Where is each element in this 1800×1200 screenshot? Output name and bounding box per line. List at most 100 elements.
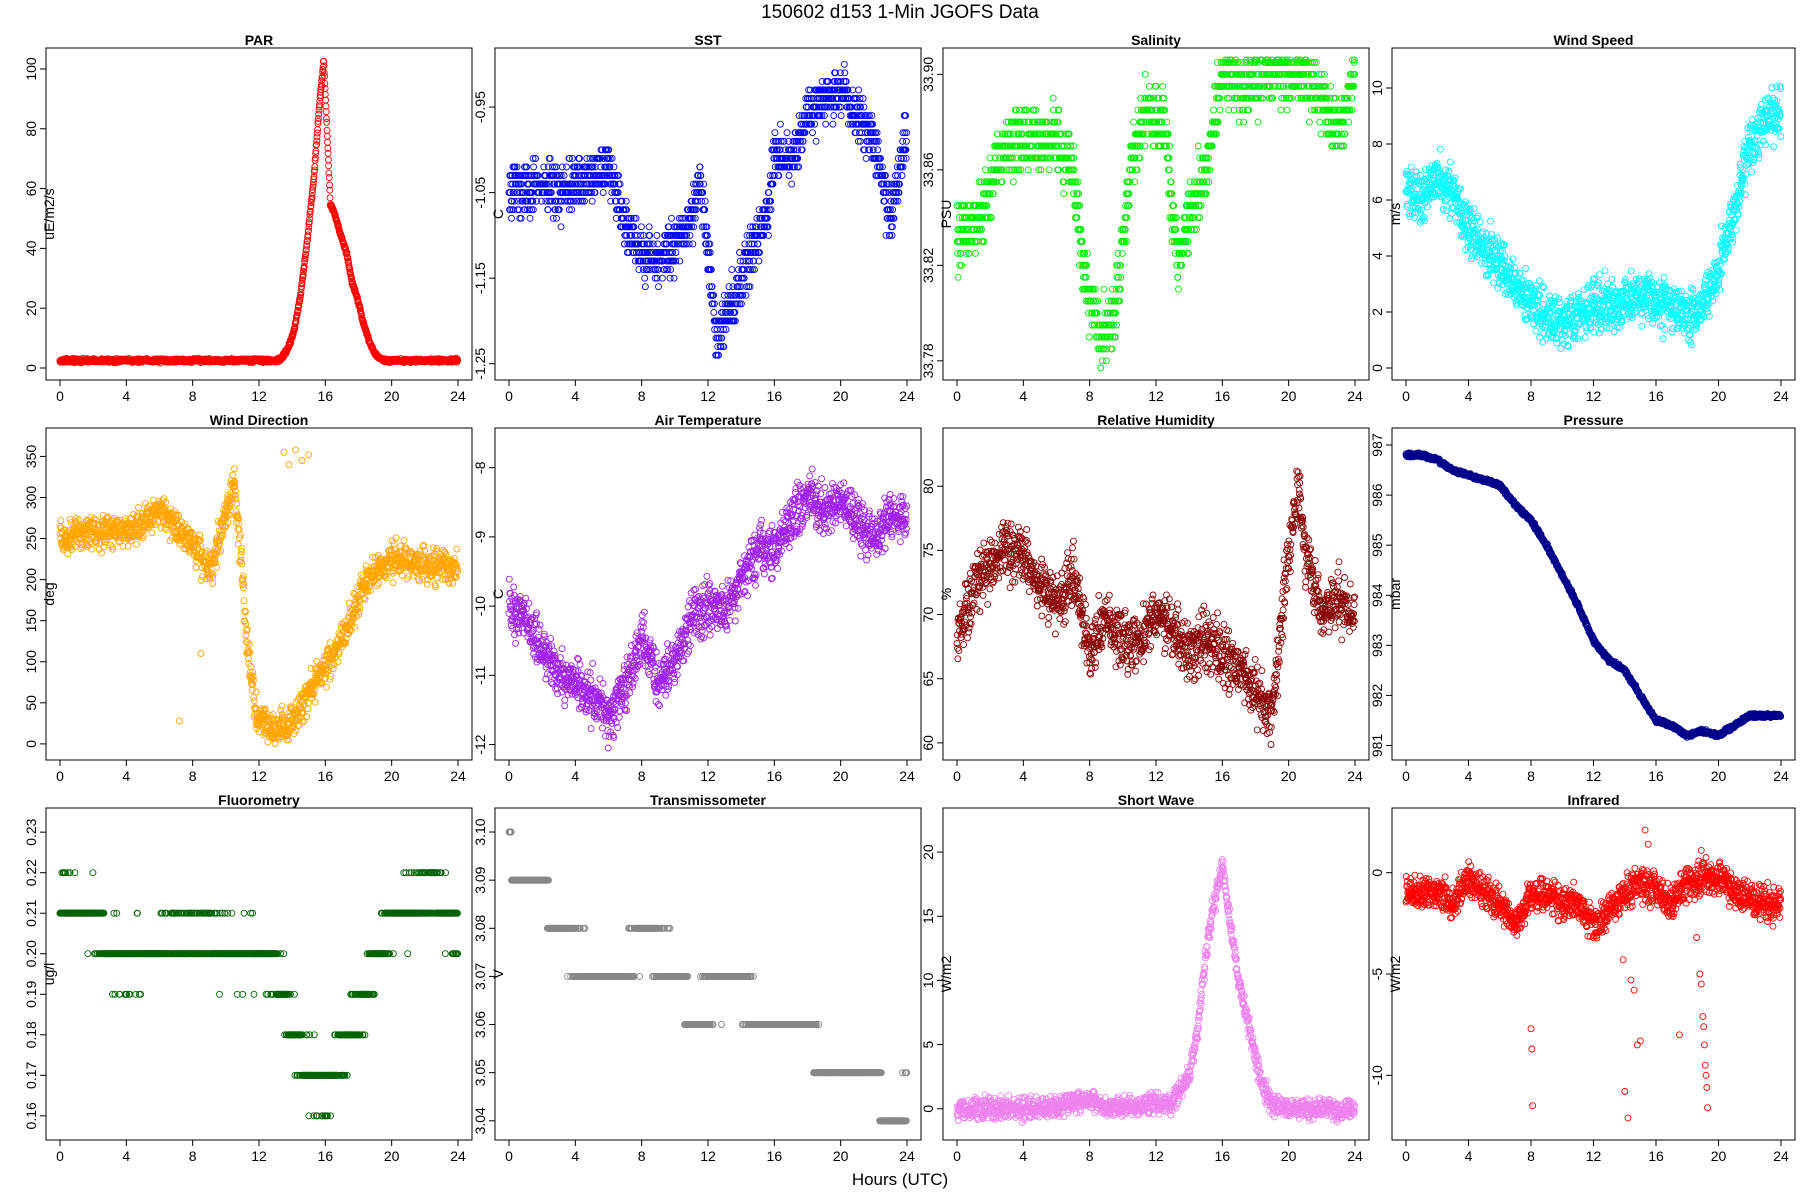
data-point	[785, 172, 793, 179]
y-tick-label: 100	[23, 57, 39, 81]
series-points	[1402, 82, 1785, 353]
x-tick-label: 4	[122, 388, 130, 404]
y-axis-label: C	[490, 209, 506, 219]
y-tick-label: 6	[1369, 196, 1385, 204]
x-tick-label: 0	[505, 388, 513, 404]
panel-title: PAR	[245, 32, 274, 48]
data-point	[783, 129, 791, 137]
data-point	[1522, 265, 1530, 272]
data-point	[1283, 106, 1291, 114]
data-point	[696, 163, 704, 171]
y-tick-label: 4	[1369, 252, 1385, 260]
y-tick-label: -1.25	[472, 348, 488, 380]
x-tick-label: 24	[450, 388, 466, 404]
x-tick-label: 16	[1648, 388, 1664, 404]
data-point	[323, 132, 331, 140]
data-point	[1216, 106, 1224, 114]
data-point	[1145, 82, 1153, 90]
data-point	[654, 240, 662, 248]
data-point	[829, 120, 837, 128]
y-axis-label: uE/m2/s	[41, 188, 57, 239]
x-tick-label: 24	[1773, 388, 1789, 404]
data-point	[1159, 82, 1167, 90]
x-tick-label: 16	[318, 388, 334, 404]
data-point	[809, 129, 816, 137]
y-tick-label: 33.78	[920, 343, 936, 378]
data-point	[1102, 357, 1110, 365]
y-tick-label: 80	[23, 121, 39, 137]
data-point	[1446, 158, 1454, 166]
y-tick-label: 33.90	[920, 57, 936, 92]
data-point	[822, 120, 830, 128]
x-tick-label: 12	[251, 388, 267, 404]
data-point	[689, 240, 697, 248]
x-tick-label: 8	[189, 388, 197, 404]
data-point	[637, 223, 645, 231]
panel-title: Salinity	[1131, 32, 1181, 48]
data-point	[840, 60, 848, 68]
x-tick-label: 8	[1086, 388, 1094, 404]
data-point	[641, 283, 649, 291]
data-point	[1486, 217, 1494, 225]
data-point	[1141, 70, 1149, 78]
y-tick-label: 60	[23, 181, 39, 197]
data-point	[1535, 277, 1543, 285]
y-tick-label: 20	[23, 300, 39, 316]
data-point	[954, 273, 962, 281]
data-point	[1174, 285, 1182, 293]
data-point	[710, 308, 718, 316]
panel-title: Wind Speed	[1554, 32, 1634, 48]
data-point	[516, 214, 524, 222]
x-tick-label: 20	[1711, 388, 1727, 404]
y-tick-label: 0	[23, 364, 39, 372]
x-tick-label: 20	[384, 388, 400, 404]
data-point	[776, 120, 784, 128]
data-point	[1407, 163, 1415, 171]
x-tick-label: 4	[1465, 388, 1473, 404]
x-tick-label: 8	[638, 388, 646, 404]
y-tick-label: 10	[1369, 80, 1385, 96]
y-tick-label: -0.95	[472, 91, 488, 123]
x-axis-label: Hours (UTC)	[852, 1170, 948, 1189]
data-point	[1118, 249, 1126, 257]
data-point	[855, 86, 863, 94]
data-point	[526, 214, 534, 222]
data-point	[323, 126, 331, 134]
x-tick-label: 12	[700, 388, 716, 404]
data-point	[841, 69, 849, 77]
x-tick-label: 8	[1527, 388, 1535, 404]
x-tick-label: 20	[833, 388, 849, 404]
data-point	[902, 137, 910, 145]
x-tick-label: 16	[1215, 388, 1231, 404]
x-tick-label: 16	[767, 388, 783, 404]
x-tick-label: 0	[953, 388, 961, 404]
data-point	[728, 266, 736, 274]
data-point	[1539, 338, 1547, 346]
data-point	[1024, 166, 1032, 174]
x-tick-label: 20	[1281, 388, 1297, 404]
data-point	[862, 154, 870, 162]
data-point	[645, 223, 653, 231]
panel-title: SST	[694, 32, 722, 48]
data-point	[788, 180, 796, 188]
data-point	[771, 129, 779, 137]
y-tick-label: 2	[1369, 308, 1385, 316]
data-point	[670, 274, 678, 282]
data-point	[1045, 166, 1053, 174]
x-tick-label: 12	[1148, 388, 1164, 404]
x-tick-label: 0	[56, 388, 64, 404]
data-point	[544, 206, 552, 214]
data-point	[830, 112, 838, 120]
data-point	[324, 138, 331, 146]
data-point	[1479, 228, 1487, 236]
data-point	[1194, 142, 1202, 150]
data-point	[1316, 118, 1324, 126]
plot-frame	[45, 47, 473, 381]
data-point	[324, 156, 332, 164]
x-tick-label: 24	[899, 388, 915, 404]
data-point	[530, 163, 538, 171]
